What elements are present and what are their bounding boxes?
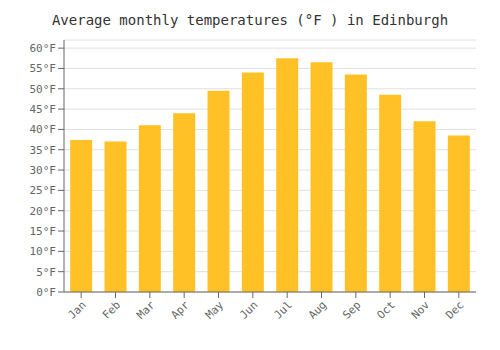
svg-text:Nov: Nov bbox=[409, 298, 433, 322]
svg-text:Aug: Aug bbox=[306, 298, 329, 321]
svg-text:10°F: 10°F bbox=[30, 245, 57, 258]
svg-text:45°F: 45°F bbox=[30, 103, 57, 116]
svg-text:25°F: 25°F bbox=[30, 184, 57, 197]
svg-text:Sep: Sep bbox=[340, 298, 363, 321]
svg-text:Jun: Jun bbox=[237, 298, 260, 321]
svg-text:Oct: Oct bbox=[375, 298, 398, 321]
svg-text:60°F: 60°F bbox=[30, 42, 57, 55]
svg-text:Feb: Feb bbox=[100, 298, 123, 321]
svg-text:Dec: Dec bbox=[443, 298, 466, 321]
svg-text:40°F: 40°F bbox=[30, 123, 57, 136]
svg-text:Jul: Jul bbox=[272, 298, 295, 321]
svg-text:Apr: Apr bbox=[169, 298, 193, 322]
svg-text:55°F: 55°F bbox=[30, 62, 57, 75]
svg-text:5°F: 5°F bbox=[36, 266, 56, 279]
svg-text:0°F: 0°F bbox=[36, 286, 56, 299]
svg-text:20°F: 20°F bbox=[30, 205, 57, 218]
svg-text:15°F: 15°F bbox=[30, 225, 57, 238]
svg-text:50°F: 50°F bbox=[30, 83, 57, 96]
html-text:Average monthly temperatures (: Average monthly temperatures (°F ) in Ed… bbox=[51, 12, 449, 28]
svg-text:May: May bbox=[203, 298, 227, 322]
svg-text:35°F: 35°F bbox=[30, 144, 57, 157]
svg-text:Mar: Mar bbox=[134, 298, 158, 322]
svg-text:30°F: 30°F bbox=[30, 164, 57, 177]
svg-text:Jan: Jan bbox=[66, 298, 89, 321]
